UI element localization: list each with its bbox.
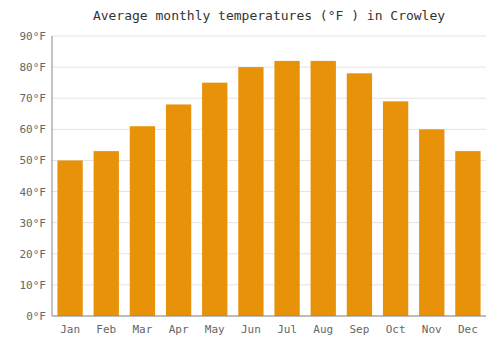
bar xyxy=(347,73,372,316)
bar xyxy=(130,126,155,316)
y-tick-label: 20°F xyxy=(20,248,47,261)
grid-line xyxy=(52,98,486,99)
y-tick-label: 30°F xyxy=(20,217,47,230)
y-axis: 0°F 10°F 20°F 30°F 40°F 50°F 60°F 70°F 80°F 90°F xyxy=(20,30,47,323)
bar xyxy=(166,104,191,316)
y-axis-line xyxy=(52,36,53,316)
x-tick-label: Sep xyxy=(349,323,369,336)
bar xyxy=(455,151,480,316)
x-tick-label: Dec xyxy=(458,323,478,336)
y-tick-label: 80°F xyxy=(20,61,47,74)
x-tick-label: Aug xyxy=(313,323,333,336)
grid-line xyxy=(52,36,486,37)
y-tick-label: 70°F xyxy=(20,92,47,105)
y-tick-label: 10°F xyxy=(20,279,47,292)
x-tick-label: Feb xyxy=(96,323,116,336)
x-tick-label: Nov xyxy=(422,323,442,336)
title: Average monthly temperatures (°F ) in Cr… xyxy=(93,8,445,23)
grid xyxy=(52,36,486,316)
bar xyxy=(57,160,82,316)
x-tick-label: Apr xyxy=(169,323,189,336)
x-tick-label: Mar xyxy=(132,323,152,336)
x-tick-label: Jul xyxy=(277,323,297,336)
y-tick-label: 40°F xyxy=(20,186,47,199)
y-tick-label: 50°F xyxy=(20,154,47,167)
x-tick-label: May xyxy=(205,323,225,336)
bars xyxy=(57,61,480,316)
bar xyxy=(383,101,408,316)
x-tick-label: Jan xyxy=(60,323,80,336)
bar xyxy=(202,83,227,316)
x-axis-line xyxy=(52,316,486,317)
x-tick-label: Oct xyxy=(386,323,406,336)
y-tick-label: 60°F xyxy=(20,123,47,136)
y-tick-label: 90°F xyxy=(20,30,47,43)
grid-line xyxy=(52,67,486,68)
bar xyxy=(238,67,263,316)
x-tick-label: Jun xyxy=(241,323,261,336)
y-tick-label: 0°F xyxy=(26,310,46,323)
bar xyxy=(94,151,119,316)
x-axis: Jan Feb Mar Apr May Jun Jul Aug Sep Oct Nov Dec xyxy=(60,323,478,336)
bar xyxy=(274,61,299,316)
chart: Average monthly temperatures (°F ) in Cr… xyxy=(0,0,500,350)
bar xyxy=(311,61,336,316)
grid-line xyxy=(52,316,486,317)
bar xyxy=(419,129,444,316)
